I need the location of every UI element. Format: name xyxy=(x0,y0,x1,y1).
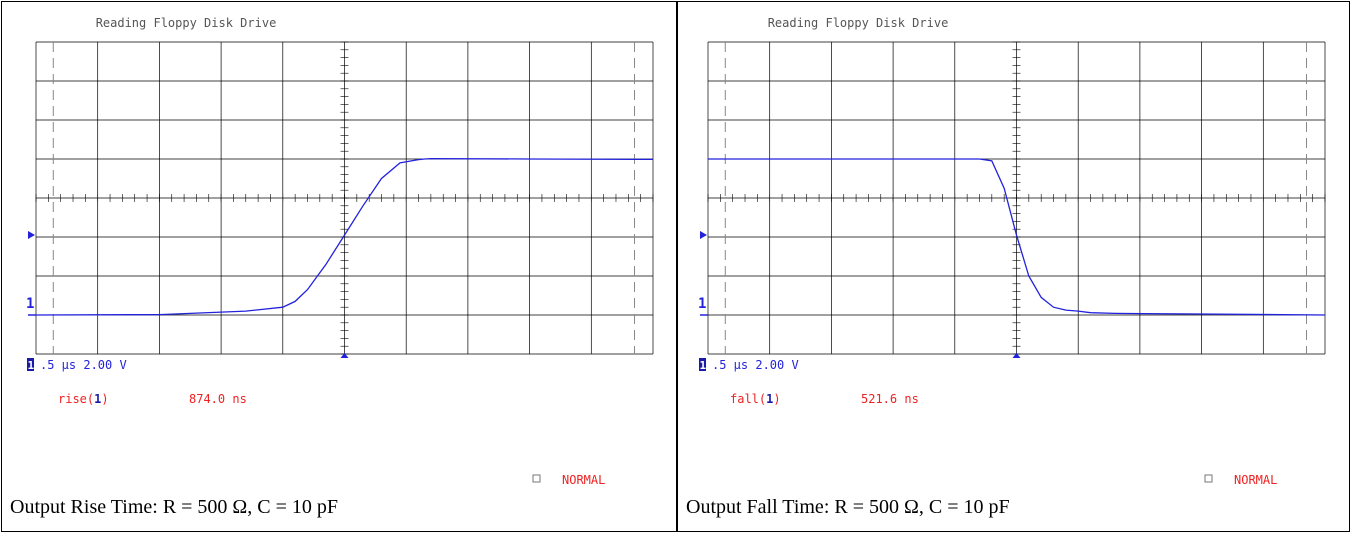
rise-time-scope-display: Reading Floppy Disk Drive 1 1 .5 μs 2.00… xyxy=(26,16,654,487)
scope-grid xyxy=(707,41,1326,355)
signal-trace xyxy=(708,158,1326,316)
measurement-value: 874.0 ns xyxy=(189,392,247,406)
fall-time-panel: Reading Floppy Disk Drive 1 1 .5 μs 2.00… xyxy=(678,2,1349,531)
mode-label: NORMAL xyxy=(1234,473,1277,487)
rise-time-panel: Reading Floppy Disk Drive 1 1 .5 μs 2.00… xyxy=(2,2,676,531)
scale-readout: .5 μs 2.00 V xyxy=(40,358,127,372)
scope-trace xyxy=(28,157,654,358)
mode-label: NORMAL xyxy=(562,473,605,487)
channel-ground-label: 1 xyxy=(26,296,34,312)
channel-ground-label: 1 xyxy=(698,296,706,312)
signal-trace xyxy=(35,157,654,316)
measurement-value: 521.6 ns xyxy=(861,392,919,406)
channel-indicator-digit: 1 xyxy=(28,359,35,372)
scope-grid xyxy=(35,41,654,355)
channel-indicator-box xyxy=(27,358,34,371)
mode-checkbox xyxy=(1204,474,1213,483)
measurement-label: fall(1) xyxy=(730,392,781,406)
figure-caption: Output Fall Time: R = 500 Ω, C = 10 pF xyxy=(686,496,1010,518)
channel-indicator-box xyxy=(699,358,706,371)
chart-title: Reading Floppy Disk Drive xyxy=(96,16,277,30)
trigger-position-marker xyxy=(1012,353,1021,358)
trigger-position-marker xyxy=(340,353,349,358)
fall-time-scope-display: Reading Floppy Disk Drive 1 1 .5 μs 2.00… xyxy=(698,16,1326,487)
mode-checkbox xyxy=(532,474,541,483)
chart-title: Reading Floppy Disk Drive xyxy=(768,16,949,30)
trigger-level-marker xyxy=(700,231,707,240)
measurement-label: rise(1) xyxy=(58,392,109,406)
scale-readout: .5 μs 2.00 V xyxy=(712,358,799,372)
figure-caption: Output Rise Time: R = 500 Ω, C = 10 pF xyxy=(10,496,339,518)
channel-indicator-digit: 1 xyxy=(700,359,707,372)
panel-divider xyxy=(676,1,678,532)
scope-trace xyxy=(700,158,1326,358)
trigger-level-marker xyxy=(28,231,35,240)
